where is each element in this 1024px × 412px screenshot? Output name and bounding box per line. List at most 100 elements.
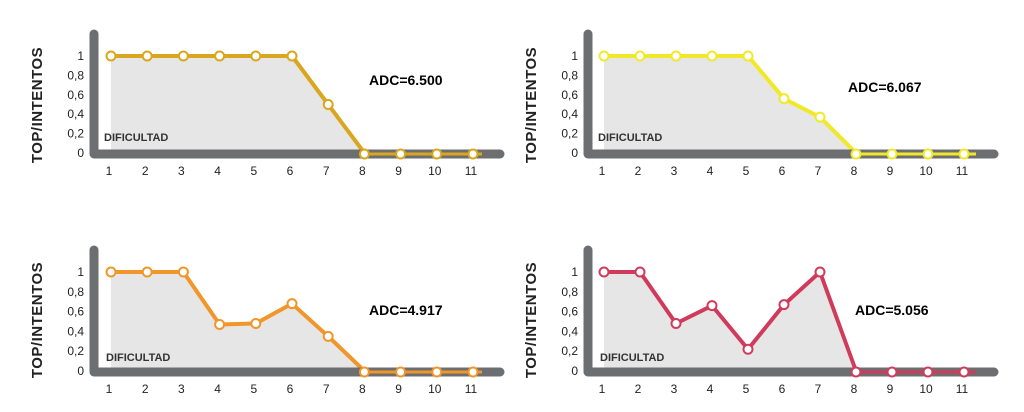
x-axis-label: DIFICULTAD <box>598 132 662 144</box>
data-point <box>215 320 224 329</box>
x-tick-label: 7 <box>815 164 822 178</box>
x-tick-label: 1 <box>599 164 606 178</box>
data-point <box>636 52 645 61</box>
y-tick-label: 0,8 <box>561 68 578 82</box>
x-tick-label: 6 <box>779 164 786 178</box>
x-tick-label: 1 <box>106 164 113 178</box>
x-tick-label: 8 <box>851 382 858 396</box>
x-tick-label: 5 <box>250 164 257 178</box>
x-axis-label: DIFICULTAD <box>106 352 170 364</box>
data-point <box>744 52 753 61</box>
data-point <box>143 52 152 61</box>
data-point <box>288 299 297 308</box>
x-tick-label: 6 <box>287 164 294 178</box>
x-axis-label: DIFICULTAD <box>600 352 664 364</box>
y-tick-label: 0,8 <box>67 68 84 82</box>
x-tick-label: 3 <box>178 382 185 396</box>
x-tick-label: 8 <box>359 164 366 178</box>
data-point <box>960 368 969 377</box>
data-point <box>600 52 609 61</box>
data-point <box>143 268 152 277</box>
data-point <box>960 150 969 159</box>
y-tick-label: 0,4 <box>67 107 84 121</box>
y-tick-label: 0,2 <box>561 344 578 358</box>
x-tick-label: 7 <box>323 382 330 396</box>
y-tick-label: 0 <box>571 364 578 378</box>
y-tick-label: 0,4 <box>561 324 578 338</box>
y-tick-label: 1 <box>571 49 578 63</box>
x-tick-label: 4 <box>214 164 221 178</box>
y-tick-label: 0,8 <box>67 285 84 299</box>
x-tick-label: 10 <box>428 164 442 178</box>
data-point <box>360 368 369 377</box>
x-tick-label: 11 <box>465 382 478 396</box>
data-point <box>924 368 933 377</box>
data-point <box>432 150 441 159</box>
y-tick-label: 0,2 <box>67 127 84 141</box>
data-point <box>432 368 441 377</box>
x-tick-label: 9 <box>887 382 894 396</box>
data-point <box>179 268 188 277</box>
y-axis-label: TOP/INTENTOS <box>29 262 46 378</box>
x-tick-label: 5 <box>743 164 750 178</box>
x-tick-label: 3 <box>178 164 185 178</box>
data-point <box>672 52 681 61</box>
x-tick-label: 5 <box>743 382 750 396</box>
data-point <box>360 150 369 159</box>
x-tick-label: 10 <box>428 382 442 396</box>
y-tick-label: 0,4 <box>67 324 84 338</box>
data-point <box>780 94 789 103</box>
adc-annotation: ADC=6.067 <box>848 79 922 95</box>
y-tick-label: 1 <box>77 49 84 63</box>
data-point <box>888 150 897 159</box>
y-axis-label: TOP/INTENTOS <box>29 47 46 163</box>
data-point <box>324 332 333 341</box>
x-tick-label: 8 <box>851 164 858 178</box>
charts-canvas: 00,20,40,60,811 2 3 4 5 6 7 8 9 10 11TOP/INTENTOS D… <box>0 0 1024 412</box>
y-tick-label: 0,6 <box>561 305 578 319</box>
y-tick-label: 0,8 <box>561 285 578 299</box>
x-tick-label: 6 <box>779 382 786 396</box>
x-tick-label: 11 <box>465 164 478 178</box>
data-point <box>816 268 825 277</box>
data-point <box>924 150 933 159</box>
y-axis-label: TOP/INTENTOS <box>523 262 540 378</box>
data-point <box>888 368 897 377</box>
data-point <box>852 368 861 377</box>
data-point <box>288 52 297 61</box>
x-tick-label: 8 <box>359 382 366 396</box>
y-tick-label: 0 <box>571 146 578 160</box>
adc-annotation: ADC=5.056 <box>855 302 929 318</box>
x-tick-label: 7 <box>323 164 330 178</box>
x-tick-label: 3 <box>671 164 678 178</box>
data-point <box>107 268 116 277</box>
adc-annotation: ADC=4.917 <box>369 302 443 318</box>
x-tick-label: 10 <box>919 164 933 178</box>
x-tick-label: 9 <box>887 164 894 178</box>
y-tick-label: 0 <box>77 364 84 378</box>
x-tick-label: 3 <box>671 382 678 396</box>
x-tick-label: 10 <box>919 382 933 396</box>
x-tick-label: 2 <box>635 164 642 178</box>
y-axis-label: TOP/INTENTOS <box>523 47 540 163</box>
y-tick-label: 0,2 <box>561 127 578 141</box>
x-tick-label: 2 <box>635 382 642 396</box>
x-tick-label: 5 <box>250 382 257 396</box>
x-tick-label: 2 <box>142 164 149 178</box>
data-point <box>744 345 753 354</box>
x-axis-label: DIFICULTAD <box>104 132 168 144</box>
data-point <box>672 319 681 328</box>
data-point <box>469 150 478 159</box>
adc-annotation: ADC=6.500 <box>369 72 443 88</box>
x-tick-label: 7 <box>815 382 822 396</box>
data-point <box>251 52 260 61</box>
data-point <box>600 268 609 277</box>
data-point <box>215 52 224 61</box>
y-tick-label: 0 <box>77 146 84 160</box>
x-tick-label: 11 <box>956 164 969 178</box>
x-tick-label: 11 <box>956 382 969 396</box>
data-point <box>708 52 717 61</box>
